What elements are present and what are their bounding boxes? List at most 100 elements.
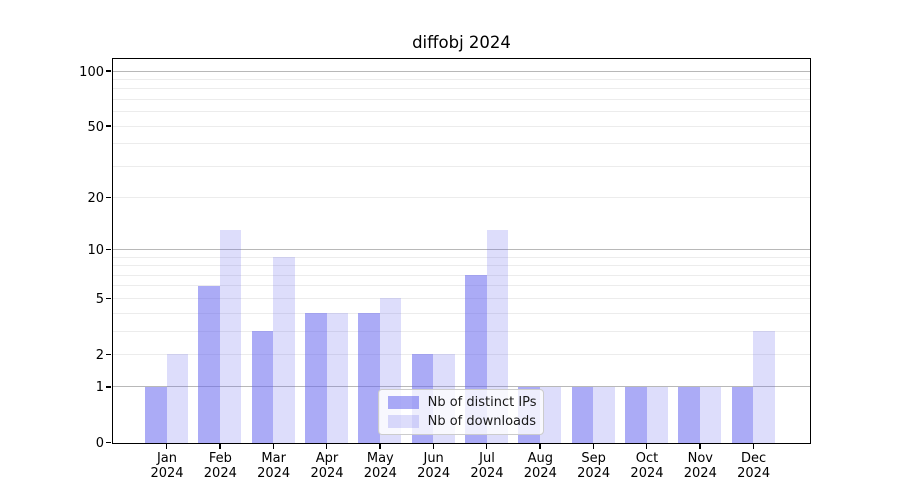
x-tick-label-month: Sep (581, 451, 606, 466)
legend-label-downloads: Nb of downloads (427, 413, 537, 429)
minor-gridline (112, 330, 810, 332)
x-tick-label: Oct 2024 (615, 451, 679, 481)
x-tick-label-month: May (366, 451, 394, 466)
minor-gridline (112, 297, 810, 299)
y-tick-mark (106, 248, 112, 251)
x-tick-label: Jun 2024 (402, 451, 466, 481)
x-tick-label-month: Jul (479, 451, 495, 466)
x-tick-label: Feb 2024 (188, 451, 252, 481)
x-tick-label: Sep 2024 (562, 451, 626, 481)
minor-gridline (112, 125, 810, 127)
minor-gridline (112, 99, 810, 100)
minor-gridline (112, 197, 810, 199)
x-axis-labels: Jan 2024 Feb 2024 Mar 2024 Apr 2024 May 2024 Jun 20… (113, 451, 810, 491)
y-tick-mark (106, 353, 112, 355)
bar-downloads-oct (646, 386, 669, 443)
x-tick-label-month: Jun (423, 451, 444, 466)
y-tick-mark (106, 196, 112, 199)
bar-distinct-ips-apr (305, 313, 327, 443)
x-tick-label-year: 2024 (577, 466, 611, 481)
x-tick-label-year: 2024 (737, 466, 771, 481)
x-tick-mark (219, 444, 221, 450)
bar-downloads-dec (753, 331, 775, 443)
legend-swatch-distinct-ips (387, 395, 419, 409)
bar-downloads-feb (219, 230, 242, 443)
minor-gridline (112, 88, 810, 90)
y-tick-label: 2 (95, 347, 104, 363)
x-tick-label-year: 2024 (417, 466, 451, 481)
x-tick-mark (325, 444, 328, 450)
x-tick-label-month: Nov (687, 451, 713, 466)
bar-downloads-sep (593, 386, 615, 443)
x-tick-mark (592, 444, 594, 450)
minor-gridline (112, 256, 810, 258)
bar-distinct-ips-jan (145, 386, 167, 443)
x-tick-mark (272, 444, 274, 450)
bar-downloads-aug (539, 386, 562, 443)
x-tick-mark (379, 444, 381, 450)
x-tick-label: Mar 2024 (242, 451, 306, 481)
legend-entry-downloads: Nb of downloads (387, 413, 543, 429)
y-tick-label: 0 (95, 436, 104, 451)
legend-entry-distinct-ips: Nb of distinct IPs (387, 394, 543, 410)
minor-gridline (112, 143, 810, 145)
minor-gridline (112, 165, 810, 167)
x-tick-label-year: 2024 (523, 466, 557, 481)
y-tick-label: 1 (95, 380, 104, 396)
bar-distinct-ips-dec (731, 386, 754, 443)
plot-area: Nb of distinct IPs Nb of downloads (106, 57, 811, 450)
x-tick-label: Dec 2024 (722, 451, 786, 481)
x-tick-label-month: Aug (527, 451, 553, 466)
minor-gridline (112, 79, 810, 81)
y-tick-label: 10 (87, 243, 104, 258)
y-tick-mark (106, 125, 112, 127)
x-tick-label: Jul 2024 (455, 451, 519, 481)
y-tick-mark (106, 70, 112, 72)
x-tick-label-month: Jan (156, 451, 178, 466)
x-tick-mark (485, 444, 488, 450)
y-tick-label: 100 (79, 64, 104, 80)
x-tick-label-month: Feb (208, 451, 232, 466)
bar-distinct-ips-mar (251, 331, 274, 443)
major-gridline (112, 249, 810, 251)
x-tick-label: May 2024 (348, 451, 412, 481)
x-tick-mark (752, 444, 754, 450)
legend-swatch-downloads (387, 414, 419, 428)
x-tick-label-month: Apr (315, 451, 339, 466)
bar-distinct-ips-sep (571, 386, 594, 443)
minor-gridline (112, 353, 810, 355)
y-tick-mark (106, 386, 112, 388)
bar-distinct-ips-oct (625, 386, 647, 443)
x-tick-label: Nov 2024 (668, 451, 732, 481)
x-tick-label-month: Dec (741, 451, 767, 466)
x-tick-label: Aug 2024 (508, 451, 572, 481)
minor-gridline (112, 265, 810, 267)
x-tick-label: Apr 2024 (295, 451, 359, 481)
legend: Nb of distinct IPs Nb of downloads (377, 388, 544, 435)
bar-distinct-ips-feb (198, 285, 220, 443)
bar-downloads-jan (166, 354, 189, 443)
bar-distinct-ips-may (358, 313, 380, 443)
x-tick-mark (432, 444, 434, 450)
x-tick-label-year: 2024 (470, 466, 504, 481)
y-tick-mark (106, 441, 112, 444)
legend-label-distinct-ips: Nb of distinct IPs (427, 394, 537, 410)
y-tick-mark (106, 297, 112, 300)
x-tick-label: Jan 2024 (135, 451, 199, 481)
x-tick-mark (645, 444, 648, 450)
major-gridline (112, 70, 810, 72)
y-tick-label: 20 (87, 190, 104, 206)
x-tick-label-year: 2024 (310, 466, 344, 481)
x-tick-label-year: 2024 (363, 466, 397, 481)
chart-title: diffobj 2024 (412, 33, 511, 52)
y-tick-label: 50 (87, 119, 104, 135)
minor-gridline (112, 285, 810, 287)
bar-downloads-mar (273, 257, 295, 443)
x-tick-label-year: 2024 (257, 466, 291, 481)
y-tick-label: 5 (95, 291, 104, 307)
x-tick-label-month: Oct (635, 451, 659, 466)
x-tick-label-year: 2024 (630, 466, 664, 481)
bar-downloads-apr (326, 313, 349, 443)
x-tick-mark (165, 444, 168, 450)
